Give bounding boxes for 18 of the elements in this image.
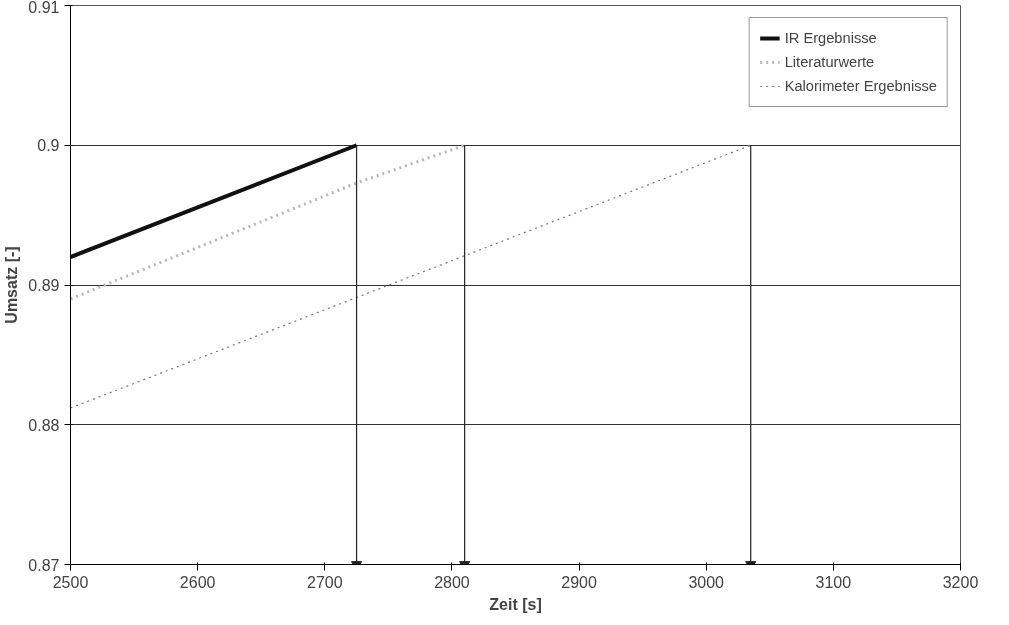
y-tick-label: 0.89 bbox=[28, 277, 60, 294]
x-tick-label: 2900 bbox=[561, 573, 597, 591]
x-tick-label: 2800 bbox=[434, 573, 470, 591]
x-tick-label: 3000 bbox=[688, 573, 725, 591]
x-tick-label: 3100 bbox=[815, 573, 852, 591]
x-axis-title: Zeit [s] bbox=[489, 595, 542, 613]
y-tick-label: 0.9 bbox=[37, 137, 60, 155]
legend-label: Kalorimeter Ergebnisse bbox=[784, 78, 937, 94]
x-tick-label: 2700 bbox=[306, 573, 343, 591]
y-axis-title: Umsatz [-] bbox=[3, 246, 21, 324]
x-tick-label: 3200 bbox=[942, 573, 979, 591]
y-tick-label: 0.91 bbox=[28, 0, 60, 16]
legend-label: Literaturwerte bbox=[784, 54, 875, 70]
y-tick-label: 0.87 bbox=[28, 556, 60, 574]
x-tick-label: 2500 bbox=[52, 573, 89, 591]
legend-label: IR Ergebnisse bbox=[784, 30, 877, 46]
x-tick-label: 2600 bbox=[179, 573, 216, 591]
y-tick-label: 0.88 bbox=[28, 416, 60, 434]
